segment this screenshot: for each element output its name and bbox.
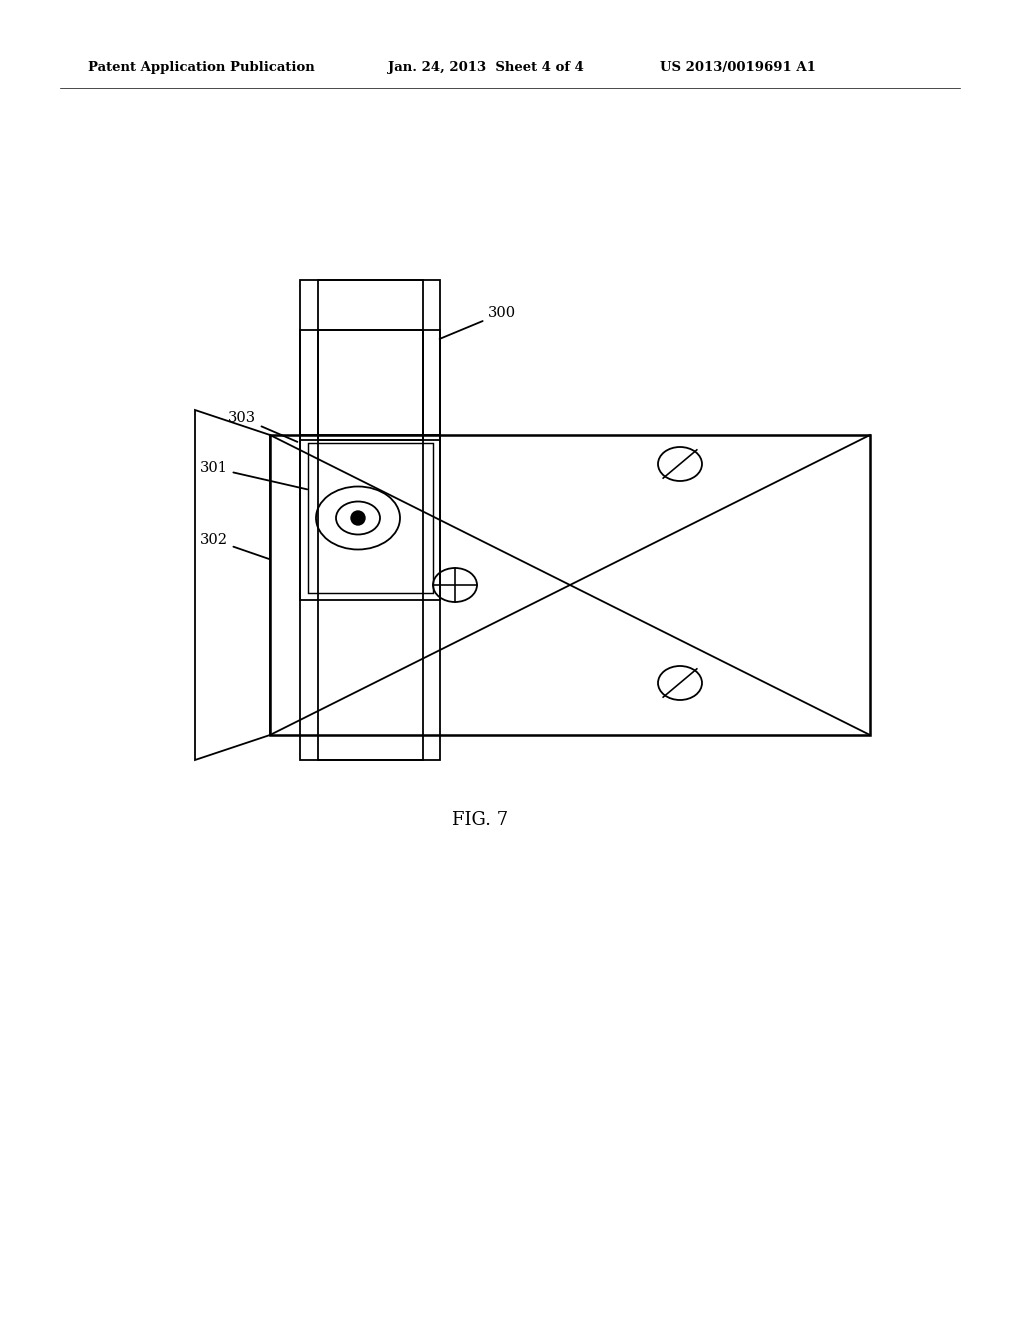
Text: FIG. 7: FIG. 7 [452, 810, 508, 829]
Bar [308, 444, 433, 593]
Bar [300, 330, 440, 760]
Text: Patent Application Publication: Patent Application Publication [88, 62, 314, 74]
Text: US 2013/0019691 A1: US 2013/0019691 A1 [660, 62, 816, 74]
Bar [270, 436, 870, 735]
Text: 303: 303 [228, 411, 297, 442]
Text: Jan. 24, 2013  Sheet 4 of 4: Jan. 24, 2013 Sheet 4 of 4 [388, 62, 584, 74]
Text: 301: 301 [200, 461, 307, 490]
Circle shape [351, 511, 365, 525]
Text: 300: 300 [439, 306, 516, 339]
Bar [300, 280, 440, 440]
Text: 302: 302 [200, 533, 269, 560]
Bar [318, 280, 423, 440]
Bar [318, 330, 423, 760]
Bar [300, 436, 440, 601]
